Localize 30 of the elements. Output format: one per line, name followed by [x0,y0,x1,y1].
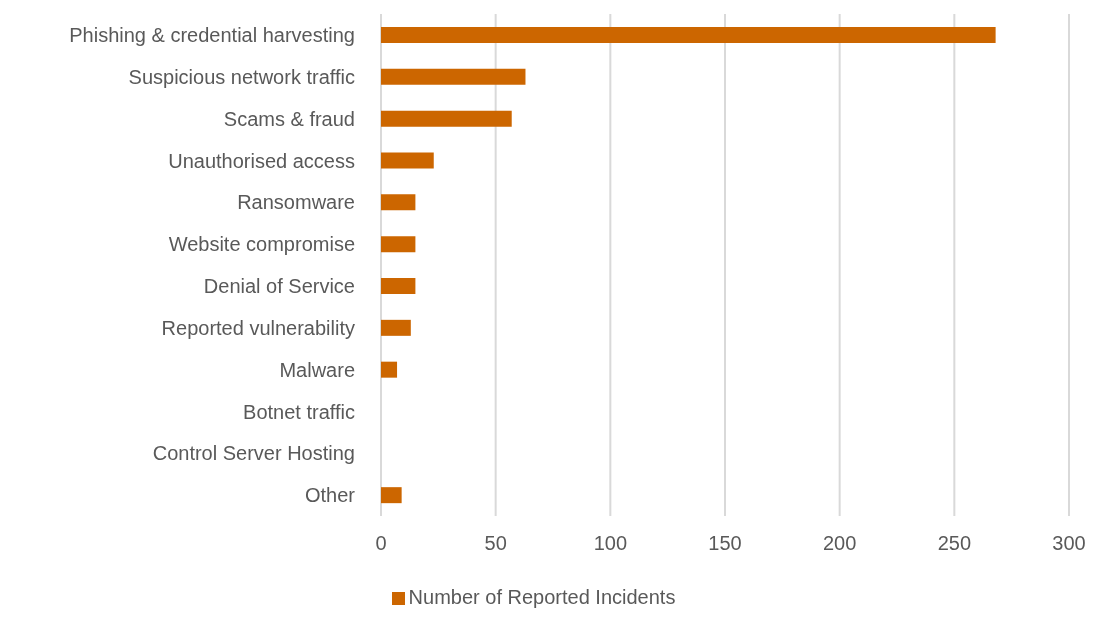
y-tick-label: Denial of Service [203,275,355,298]
x-tick-label: 100 [593,532,628,555]
y-tick-label: Other [304,484,356,507]
x-tick-label: 300 [1052,532,1086,555]
x-tick-label: 250 [937,532,972,555]
bar [381,236,416,253]
bar [381,152,434,169]
bar [381,194,416,211]
bar [381,110,512,127]
legend-label: Number of Reported Incidents [408,586,676,608]
y-tick-label: Reported vulnerability [161,316,355,339]
y-tick-label: Unauthorised access [168,149,355,172]
x-tick-label: 50 [484,532,507,555]
y-tick-label: Botnet traffic [243,400,355,423]
y-tick-label: Phishing & credential harvesting [69,24,355,47]
y-tick-label: Scams & fraud [223,107,355,130]
y-tick-label: Suspicious network traffic [128,65,355,88]
bar [381,278,416,294]
y-tick-label: Website compromise [168,233,355,256]
bar [381,27,996,43]
bar [381,361,398,378]
x-tick-label: 200 [822,532,857,555]
y-tick-label: Ransomware [237,191,355,214]
y-tick-label: Control Server Hosting [152,442,355,465]
bar [381,68,526,85]
bar [381,319,411,336]
y-tick-label: Malware [279,358,355,381]
bar [381,487,402,504]
x-tick-label: 0 [375,532,387,555]
x-tick-label: 150 [708,532,742,555]
